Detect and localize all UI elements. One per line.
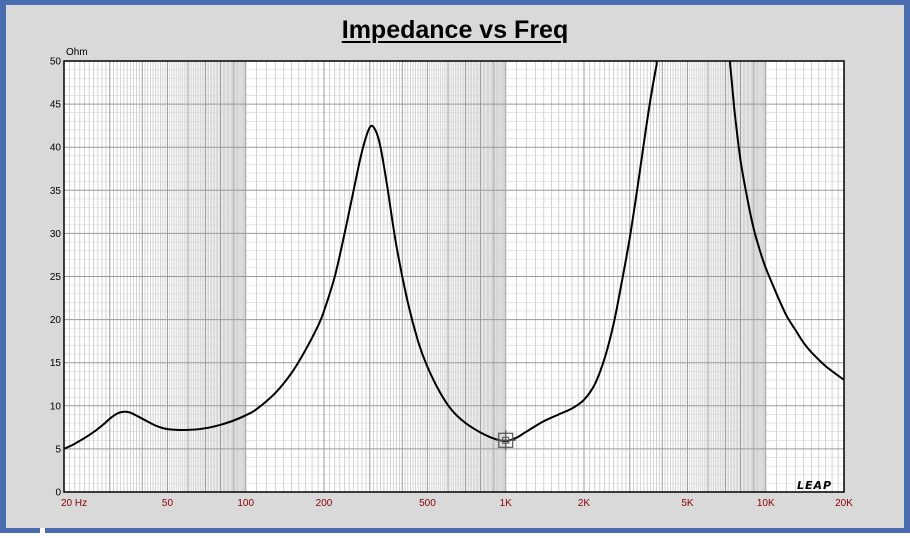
x-tick-label: 20K xyxy=(835,498,853,509)
x-tick-label: 1K xyxy=(500,498,513,509)
cursor-center xyxy=(502,436,510,444)
y-tick-label: 25 xyxy=(50,272,62,283)
y-tick-label: 20 xyxy=(50,315,62,326)
y-tick-label: 45 xyxy=(50,100,62,111)
chart-title-text: Impedance vs Freq xyxy=(341,16,569,44)
y-tick-label: 5 xyxy=(55,444,61,455)
chart-title: Impedance vs Freq xyxy=(0,16,910,45)
plot-frame xyxy=(63,60,845,493)
x-tick-label: 50 xyxy=(162,498,174,509)
x-tick-label: 200 xyxy=(316,498,333,509)
x-tick-label: 2K xyxy=(578,498,591,509)
y-tick-label: 10 xyxy=(50,401,62,412)
leap-logo: LEAP xyxy=(797,479,832,492)
x-tick-labels: 20 Hz 50 100 200 500 1K 2K 5K 10K 20K xyxy=(61,498,853,509)
y-tick-label: 0 xyxy=(55,488,61,499)
bottom-edge-left xyxy=(0,528,40,533)
y-tick-label: 50 xyxy=(50,57,62,68)
x-tick-label: 10K xyxy=(757,498,775,509)
y-tick-label: 30 xyxy=(50,229,62,240)
impedance-curve xyxy=(64,61,844,450)
cursor-marker[interactable] xyxy=(495,430,516,451)
y-axis-unit-label: Ohm xyxy=(66,47,88,58)
y-tick-label: 15 xyxy=(50,358,62,369)
y-tick-label: 35 xyxy=(50,186,62,197)
x-tick-label: 500 xyxy=(419,498,436,509)
bottom-edge-right xyxy=(45,528,910,533)
x-tick-label: 100 xyxy=(237,498,254,509)
y-tick-label: 40 xyxy=(50,143,62,154)
x-tick-label: 5K xyxy=(681,498,694,509)
window-bottom-edge xyxy=(0,528,910,538)
y-tick-labels: 0 5 10 15 20 25 30 35 40 45 50 xyxy=(50,57,62,499)
x-tick-label: 20 Hz xyxy=(61,498,87,509)
